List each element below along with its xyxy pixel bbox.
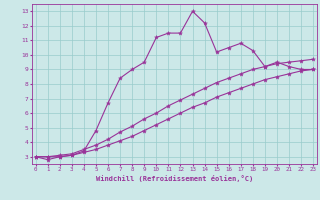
X-axis label: Windchill (Refroidissement éolien,°C): Windchill (Refroidissement éolien,°C)	[96, 175, 253, 182]
